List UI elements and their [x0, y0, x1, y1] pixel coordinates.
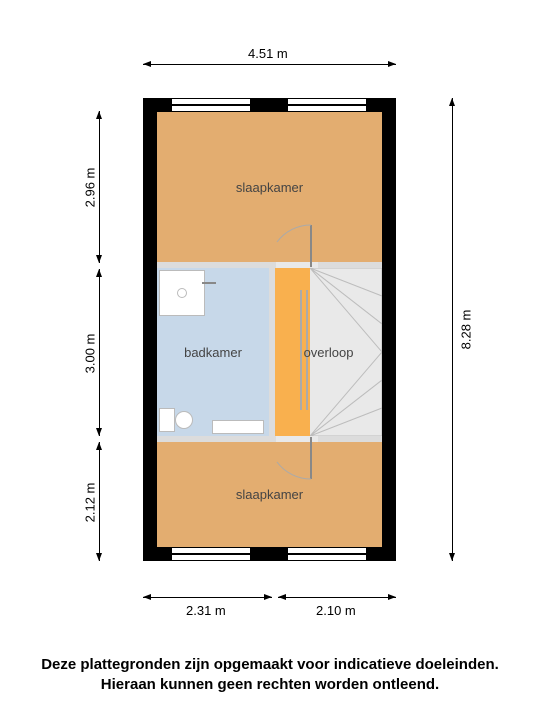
dim-label-bottom-left: 2.31 m: [186, 603, 226, 618]
disclaimer-line2: Hieraan kunnen geen rechten worden ontle…: [0, 675, 540, 695]
window-top-right-frame: [288, 104, 366, 106]
disclaimer-line1: Deze plattegronden zijn opgemaakt voor i…: [0, 655, 540, 675]
inner-wall-v: [269, 268, 275, 436]
dim-label-left-lower: 2.12 m: [82, 483, 97, 523]
room-label-bedroom-bottom: slaapkamer: [236, 487, 303, 502]
dim-label-bottom-right: 2.10 m: [316, 603, 356, 618]
window-bottom-right-frame: [288, 553, 366, 555]
toilet-tank: [159, 408, 175, 432]
toilet-bowl: [175, 411, 193, 429]
dim-arrow-top: [143, 64, 396, 65]
dim-arrow-left-lower: [99, 442, 100, 561]
door-bottom: [268, 436, 324, 486]
dim-label-right: 8.28 m: [458, 310, 473, 350]
room-label-bedroom-top: slaapkamer: [236, 180, 303, 195]
dim-arrow-right: [452, 98, 453, 561]
wall-right: [382, 98, 396, 561]
dim-arrow-left-upper: [99, 111, 100, 263]
dim-arrow-bottom-right: [278, 597, 396, 598]
dim-arrow-left-middle: [99, 269, 100, 436]
dim-label-left-middle: 3.00 m: [82, 334, 97, 374]
room-hall-label-layer: overloop: [275, 268, 382, 436]
room-label-bathroom: badkamer: [184, 345, 242, 360]
dim-arrow-bottom-left: [143, 597, 272, 598]
shower-drain: [177, 288, 187, 298]
window-bottom-left-frame: [172, 553, 250, 555]
window-top-left-frame: [172, 104, 250, 106]
door-top: [268, 218, 324, 268]
vanity: [212, 420, 264, 434]
wall-left: [143, 98, 157, 561]
faucet: [202, 282, 216, 284]
disclaimer: Deze plattegronden zijn opgemaakt voor i…: [0, 655, 540, 694]
room-label-hall: overloop: [304, 345, 354, 360]
dim-label-left-upper: 2.96 m: [82, 168, 97, 208]
dim-label-top: 4.51 m: [248, 46, 288, 61]
floorplan-canvas: 4.51 m 8.28 m 2.96 m 3.00 m 2.12 m 2.31 …: [0, 0, 540, 720]
